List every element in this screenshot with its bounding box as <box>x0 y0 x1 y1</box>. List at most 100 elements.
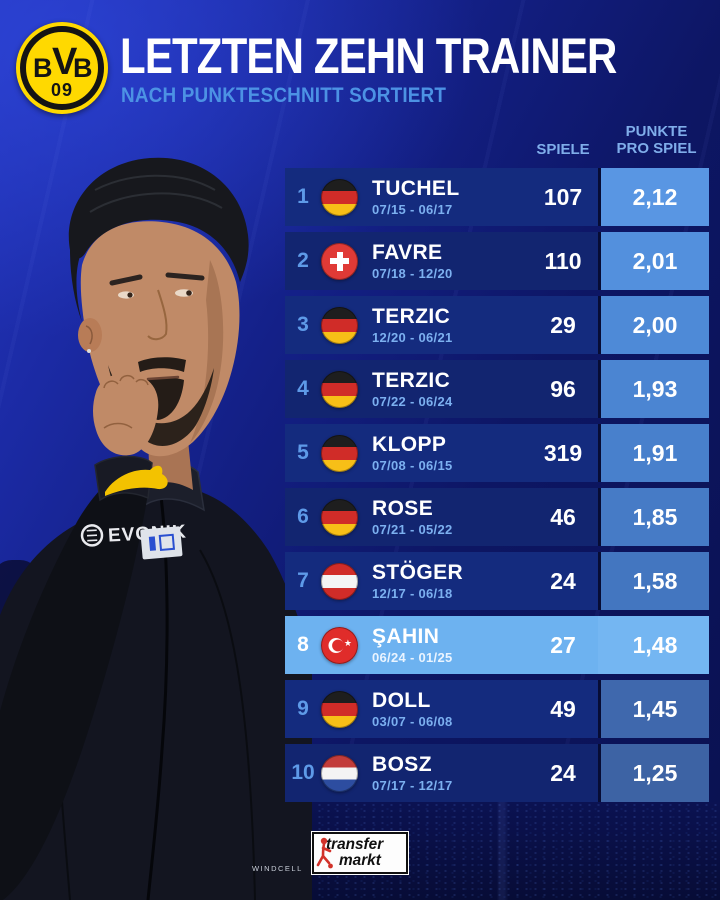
trainer-info: TERZIC 12/20 - 06/21 <box>372 304 453 345</box>
rank-number: 5 <box>297 441 309 464</box>
bvb-logo-letter: B <box>73 53 93 83</box>
column-header-punkte-line1: PUNKTE <box>625 123 688 140</box>
chest-patch <box>140 526 183 560</box>
trainer-period: 07/17 - 12/17 <box>372 777 453 793</box>
trainer-name: TERZIC <box>372 368 451 392</box>
rank-number: 8 <box>297 633 309 656</box>
ppg-cell: 1,58 <box>598 552 709 610</box>
spiele-value: 107 <box>543 183 583 210</box>
transfermarkt-logo-line2: markt <box>339 852 381 869</box>
ppg-cell: 1,91 <box>598 424 709 482</box>
fist <box>93 372 159 456</box>
trainer-info: ROSE 07/21 - 05/22 <box>372 496 453 537</box>
spiele-value: 49 <box>550 695 576 722</box>
trainer-period: 12/20 - 06/21 <box>372 329 453 345</box>
table-row-main: 2 ★ FAVRE 07/18 - 12/20 110 <box>285 232 598 290</box>
table-row-main: 5 ★ KLOPP 07/08 - 06/15 319 <box>285 424 598 482</box>
table-row: 3 ★ TERZIC 12/20 - 06/21 29 2,00 <box>285 296 712 354</box>
trainer-info: FAVRE 07/18 - 12/20 <box>372 240 453 281</box>
bvb-logo-number: 09 <box>51 80 74 100</box>
spiele-value: 27 <box>550 631 576 658</box>
trainer-info: KLOPP 07/08 - 06/15 <box>372 433 453 473</box>
spiele-value: 24 <box>550 759 576 786</box>
table-row-main: 1 ★ TUCHEL 07/15 - 06/17 107 <box>285 168 598 226</box>
trainer-info: STÖGER 12/17 - 06/18 <box>372 560 464 601</box>
table-row: 9 ★ DOLL 03/07 - 06/08 49 1,45 <box>285 680 712 738</box>
trainer-period: 12/17 - 06/18 <box>372 585 453 601</box>
spiele-value: 46 <box>550 503 576 530</box>
at-flag-icon: ★ <box>321 562 358 600</box>
table-row: 10 ★ BOSZ 07/17 - 12/17 24 1,25 <box>285 744 712 802</box>
table-row: 1 ★ TUCHEL 07/15 - 06/17 107 2,12 <box>285 168 712 226</box>
rank-number: 6 <box>297 505 309 528</box>
ppg-cell: 1,45 <box>598 680 709 738</box>
de-flag-icon: ★ <box>321 498 358 536</box>
ppg-cell: 2,12 <box>598 168 709 226</box>
trainer-info: TUCHEL 07/15 - 06/17 <box>372 177 460 217</box>
trainer-info: DOLL 03/07 - 06/08 <box>372 689 453 729</box>
ppg-cell: 1,85 <box>598 488 709 546</box>
bvb-club-logo: B V B 09 <box>16 22 108 114</box>
spiele-value: 29 <box>550 311 576 338</box>
trainer-name: TERZIC <box>372 304 451 328</box>
trainer-name: ŞAHIN <box>372 624 440 648</box>
table-row: 5 ★ KLOPP 07/08 - 06/15 319 1,91 <box>285 424 712 482</box>
trainer-period: 07/21 - 05/22 <box>372 521 453 537</box>
trainer-name: ROSE <box>372 496 434 520</box>
trainer-period: 07/08 - 06/15 <box>372 457 453 473</box>
rank-number: 3 <box>297 313 309 336</box>
transfermarkt-player-icon <box>316 837 333 869</box>
trainer-info: TERZIC 07/22 - 06/24 <box>372 368 453 409</box>
spiele-value: 96 <box>550 375 576 402</box>
rank-number: 10 <box>291 761 315 784</box>
de-flag-icon: ★ <box>321 306 358 344</box>
table-row-main: 3 ★ TERZIC 12/20 - 06/21 29 <box>285 296 598 354</box>
de-flag-icon: ★ <box>321 370 358 408</box>
spiele-value: 110 <box>544 247 582 274</box>
transfermarkt-logo: transfer markt <box>312 832 408 874</box>
trainer-info: ŞAHIN 06/24 - 01/25 <box>372 624 453 665</box>
ppg-cell: 1,93 <box>598 360 709 418</box>
ppg-cell: 1,25 <box>598 744 709 802</box>
nl-flag-icon: ★ <box>321 754 358 792</box>
ear <box>78 318 102 352</box>
ch-flag-icon: ★ <box>321 242 358 280</box>
table-row: 2 ★ FAVRE 07/18 - 12/20 110 2,01 <box>285 232 712 290</box>
trainer-name: FAVRE <box>372 240 443 264</box>
tr-flag-icon: ★ <box>321 626 358 664</box>
hair <box>68 157 249 282</box>
trainer-period: 03/07 - 06/08 <box>372 713 453 729</box>
rank-number: 7 <box>297 569 309 592</box>
puma-logo <box>105 465 168 496</box>
table-row: 8 ★ ŞAHIN 06/24 - 01/25 27 1,48 <box>285 616 712 674</box>
ppg-cell: 2,00 <box>598 296 709 354</box>
trainer-period: 07/22 - 06/24 <box>372 393 453 409</box>
rank-number: 2 <box>297 249 309 272</box>
crescent-star-icon: ★ <box>343 638 352 648</box>
table-row-main: 8 ★ ŞAHIN 06/24 - 01/25 27 <box>285 616 598 674</box>
table-row: 7 ★ STÖGER 12/17 - 06/18 24 1,58 <box>285 552 712 610</box>
trainer-info: BOSZ 07/17 - 12/17 <box>372 753 453 793</box>
rank-number: 9 <box>297 697 309 720</box>
page-title: LETZTEN ZEHN TRAINER <box>120 28 617 84</box>
table-row-main: 7 ★ STÖGER 12/17 - 06/18 24 <box>285 552 598 610</box>
eyebrow <box>109 274 143 286</box>
bvb-logo-letter: V <box>52 41 78 83</box>
mustache <box>138 357 186 372</box>
trainer-name: STÖGER <box>372 560 464 584</box>
table-row-main: 9 ★ DOLL 03/07 - 06/08 49 <box>285 680 598 738</box>
trainer-period: 06/24 - 01/25 <box>372 649 453 665</box>
trainer-period: 07/18 - 12/20 <box>372 265 453 281</box>
windcell-label: WINDCELL <box>252 864 303 873</box>
rank-number: 4 <box>297 377 309 400</box>
jacket-sleeve <box>0 475 150 900</box>
table-row: 6 ★ ROSE 07/21 - 05/22 46 1,85 <box>285 488 712 546</box>
de-flag-icon: ★ <box>321 178 358 216</box>
ppg-cell: 2,01 <box>598 232 709 290</box>
coach-photo: EVONIK WINDCELL <box>0 157 312 900</box>
column-header-punkte-line2: PRO SPIEL <box>616 140 697 157</box>
ppg-cell: 1,48 <box>598 616 709 674</box>
bvb-logo-letter: B <box>33 53 53 83</box>
table-row: 4 ★ TERZIC 07/22 - 06/24 96 1,93 <box>285 360 712 418</box>
